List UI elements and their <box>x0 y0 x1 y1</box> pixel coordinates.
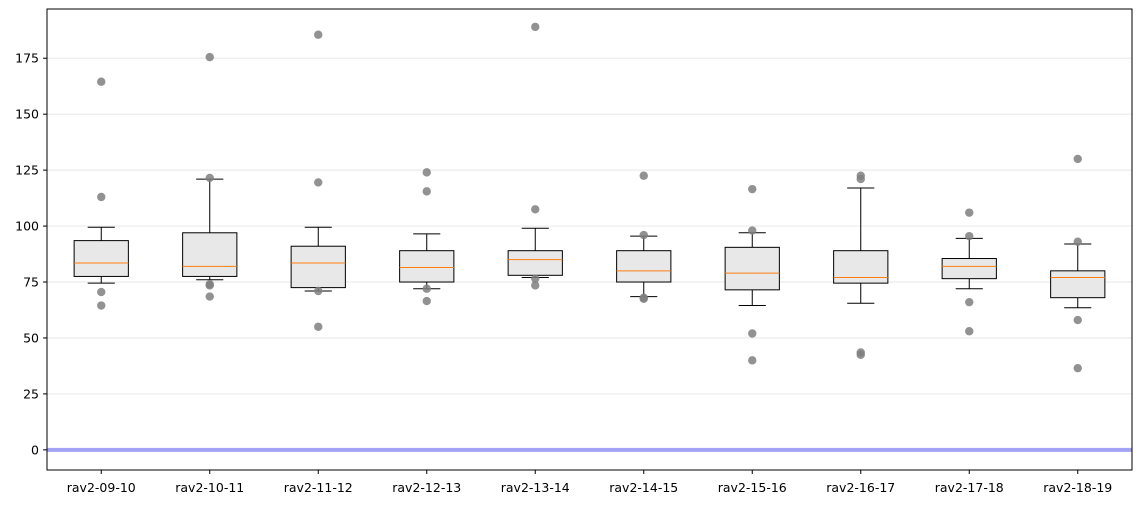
x-tick-label: rav2-10-11 <box>175 480 244 495</box>
data-point <box>205 173 214 183</box>
data-point <box>97 287 106 297</box>
box-rav2-09-10 <box>73 226 129 284</box>
data-point <box>639 171 648 180</box>
data-point <box>314 286 323 296</box>
data-point <box>531 274 540 283</box>
data-point <box>97 301 106 310</box>
data-point <box>748 329 757 338</box>
data-point <box>748 356 757 365</box>
box-body <box>507 250 563 276</box>
box-rav2-16-17 <box>833 187 889 304</box>
data-point <box>1073 363 1082 373</box>
box-rav2-15-16 <box>724 232 780 307</box>
y-tick-label: 50 <box>23 330 39 345</box>
data-point <box>314 322 323 331</box>
box-rav2-10-11 <box>182 178 238 281</box>
box-body <box>182 232 238 277</box>
y-tick-label: 25 <box>23 386 39 401</box>
box-body <box>616 250 672 283</box>
data-point <box>748 226 757 235</box>
box-body <box>941 258 997 280</box>
box-body <box>73 240 129 277</box>
data-point <box>97 77 106 86</box>
data-point <box>965 327 974 336</box>
x-tick-label: rav2-15-16 <box>718 480 787 495</box>
data-point <box>1073 154 1082 164</box>
data-point <box>422 284 431 293</box>
y-tick-label: 0 <box>31 442 39 457</box>
data-point <box>856 350 865 359</box>
x-tick-label: rav2-11-12 <box>284 480 353 495</box>
x-tick-label: rav2-13-14 <box>501 480 570 495</box>
data-point <box>748 184 757 194</box>
data-point <box>639 230 648 240</box>
x-tick-label: rav2-16-17 <box>826 480 895 495</box>
x-tick-label: rav2-18-19 <box>1043 480 1112 495</box>
box-rav2-12-13 <box>399 233 455 290</box>
y-tick-label: 75 <box>23 275 39 290</box>
box-body <box>399 250 455 283</box>
x-tick-label: rav2-17-18 <box>935 480 1004 495</box>
data-point <box>205 281 214 290</box>
data-point <box>531 205 540 214</box>
box-rav2-14-15 <box>616 235 672 298</box>
data-point <box>965 297 974 307</box>
axes-layer: 0 25 50 75 100 125 150 175 rav2-09-10 rav2-10-11 r… <box>15 51 1112 495</box>
box-body <box>724 246 780 291</box>
box-rav2-13-14 <box>507 227 563 279</box>
y-tick-label: 125 <box>15 163 39 178</box>
data-point <box>205 52 214 62</box>
data-point <box>422 187 431 196</box>
x-tick-label: rav2-09-10 <box>67 480 136 495</box>
y-tick-label: 175 <box>15 51 39 66</box>
data-point <box>965 208 974 217</box>
box-rav2-17-18 <box>941 237 997 290</box>
y-tick-label: 100 <box>15 219 39 234</box>
outliers-layer <box>97 22 1082 373</box>
data-point <box>314 178 323 187</box>
data-point <box>965 231 974 241</box>
data-point <box>422 168 431 177</box>
data-point <box>531 281 540 290</box>
box-rav2-11-12 <box>290 226 346 292</box>
data-point <box>1073 237 1082 246</box>
x-tick-label: rav2-14-15 <box>609 480 678 495</box>
y-tick-label: 150 <box>15 107 39 122</box>
box-rav2-18-19 <box>1050 243 1106 309</box>
data-point <box>531 22 540 32</box>
data-point <box>639 294 648 304</box>
grid-lines <box>47 57 1132 451</box>
box-body <box>833 250 889 284</box>
data-point <box>205 292 214 301</box>
plot-frame <box>46 8 1133 471</box>
box-body <box>290 245 346 289</box>
data-point <box>1073 315 1082 325</box>
boxes-layer <box>73 178 1106 309</box>
data-point <box>314 30 323 39</box>
data-point <box>422 296 431 306</box>
data-point <box>97 192 106 202</box>
box-body <box>1050 270 1106 299</box>
data-point <box>856 174 865 184</box>
x-tick-label: rav2-12-13 <box>392 480 461 495</box>
